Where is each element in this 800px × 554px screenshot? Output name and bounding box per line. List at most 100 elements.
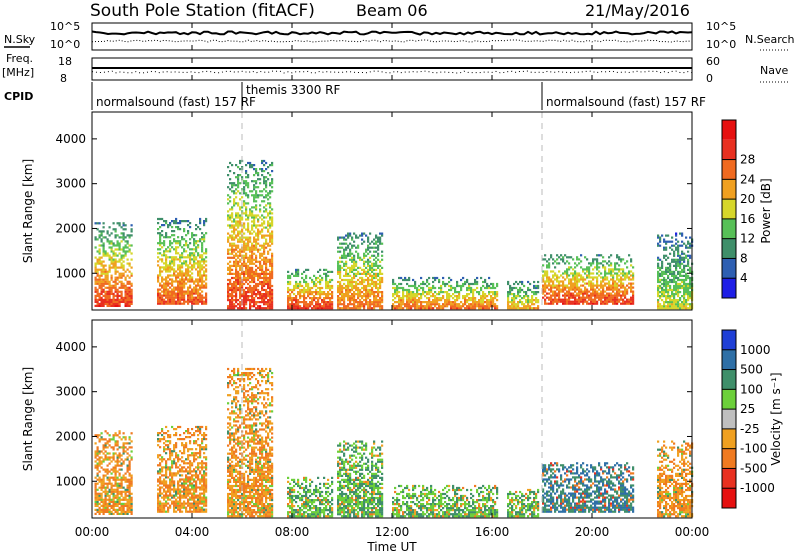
echo-cell xyxy=(110,288,113,291)
echo-cell xyxy=(229,248,232,251)
echo-cell xyxy=(630,264,633,267)
echo-cell xyxy=(173,288,176,291)
echo-cell xyxy=(428,299,431,302)
echo-cell xyxy=(247,258,250,261)
echo-cell xyxy=(245,303,248,306)
echo-cell xyxy=(96,282,99,285)
echo-cell xyxy=(255,282,258,286)
nave-dotted-line xyxy=(91,70,693,74)
echo-cell xyxy=(175,286,178,289)
echo-cell xyxy=(191,258,194,261)
echo-cell xyxy=(341,254,344,257)
echo-cell xyxy=(271,307,274,310)
echo-cell xyxy=(128,270,131,273)
echo-cell xyxy=(614,294,617,297)
echo-cell xyxy=(175,270,178,273)
echo-cell xyxy=(564,292,567,295)
echo-cell xyxy=(474,305,477,308)
echo-cell xyxy=(533,280,536,284)
echo-cell xyxy=(100,292,103,295)
echo-cell xyxy=(600,272,603,275)
echo-cell xyxy=(369,246,372,249)
echo-cell xyxy=(430,288,433,292)
echo-cell xyxy=(361,291,364,294)
echo-cell xyxy=(527,297,530,300)
echo-cell xyxy=(245,264,248,267)
echo-cell xyxy=(576,280,579,283)
echo-cell xyxy=(255,182,258,185)
echo-cell xyxy=(468,297,471,300)
echo-cell xyxy=(94,256,97,259)
echo-cell xyxy=(351,288,354,292)
echo-cell xyxy=(444,282,447,286)
colorbar-swatch xyxy=(722,278,736,298)
echo-cell xyxy=(239,264,242,267)
echo-cell xyxy=(233,260,236,263)
echo-cell xyxy=(271,222,274,225)
echo-cell xyxy=(667,240,670,243)
echo-cell xyxy=(339,268,342,271)
echo-cell xyxy=(102,512,105,515)
echo-cell xyxy=(173,270,176,273)
echo-cell xyxy=(359,301,362,304)
echo-cell xyxy=(102,474,105,477)
echo-cell xyxy=(379,286,382,290)
echo-cell xyxy=(122,238,125,241)
echo-cell xyxy=(377,286,380,290)
echo-cell xyxy=(556,292,559,295)
echo-cell xyxy=(110,284,113,287)
echo-cell xyxy=(106,298,109,301)
echo-cell xyxy=(169,270,172,273)
echo-cell xyxy=(414,307,417,310)
echo-cell xyxy=(568,262,571,265)
echo-cell xyxy=(584,282,587,285)
echo-cell xyxy=(227,284,230,288)
echo-cell xyxy=(108,264,111,267)
echo-cell xyxy=(494,291,497,294)
echo-cell xyxy=(189,238,192,241)
echo-cell xyxy=(157,294,160,297)
echo-cell xyxy=(321,286,324,290)
echo-cell xyxy=(106,470,109,473)
echo-cell xyxy=(343,242,346,245)
echo-cell xyxy=(245,214,248,217)
echo-cell xyxy=(106,274,109,277)
echo-cell xyxy=(535,284,538,288)
echo-cell xyxy=(126,240,129,243)
echo-cell xyxy=(379,240,382,243)
echo-cell xyxy=(243,278,246,282)
echo-cell xyxy=(237,186,240,189)
echo-cell xyxy=(118,492,121,495)
echo-cell xyxy=(265,276,268,280)
echo-cell xyxy=(359,266,362,269)
echo-cell xyxy=(171,284,174,287)
echo-cell xyxy=(379,242,382,245)
echo-cell xyxy=(685,236,688,239)
echo-cell xyxy=(112,508,115,511)
echo-cell xyxy=(546,284,549,287)
echo-cell xyxy=(102,478,105,481)
echo-cell xyxy=(263,236,266,239)
echo-cell xyxy=(130,298,133,301)
echo-cell xyxy=(681,258,684,261)
echo-cell xyxy=(323,293,326,296)
echo-cell xyxy=(608,256,611,259)
echo-cell xyxy=(446,297,449,300)
echo-cell xyxy=(245,262,248,265)
echo-cell xyxy=(412,299,415,302)
echo-cell xyxy=(173,238,176,241)
echo-cell xyxy=(237,299,240,302)
echo-cell xyxy=(94,484,97,487)
echo-cell xyxy=(341,266,344,269)
echo-cell xyxy=(533,291,536,294)
echo-cell xyxy=(574,262,577,265)
echo-cell xyxy=(604,272,607,275)
echo-cell xyxy=(458,284,461,288)
echo-cell xyxy=(233,230,236,233)
echo-cell xyxy=(570,302,573,305)
echo-cell xyxy=(110,286,113,289)
echo-cell xyxy=(426,280,429,284)
echo-cell xyxy=(679,266,682,269)
echo-cell xyxy=(566,272,569,275)
echo-cell xyxy=(410,305,413,308)
